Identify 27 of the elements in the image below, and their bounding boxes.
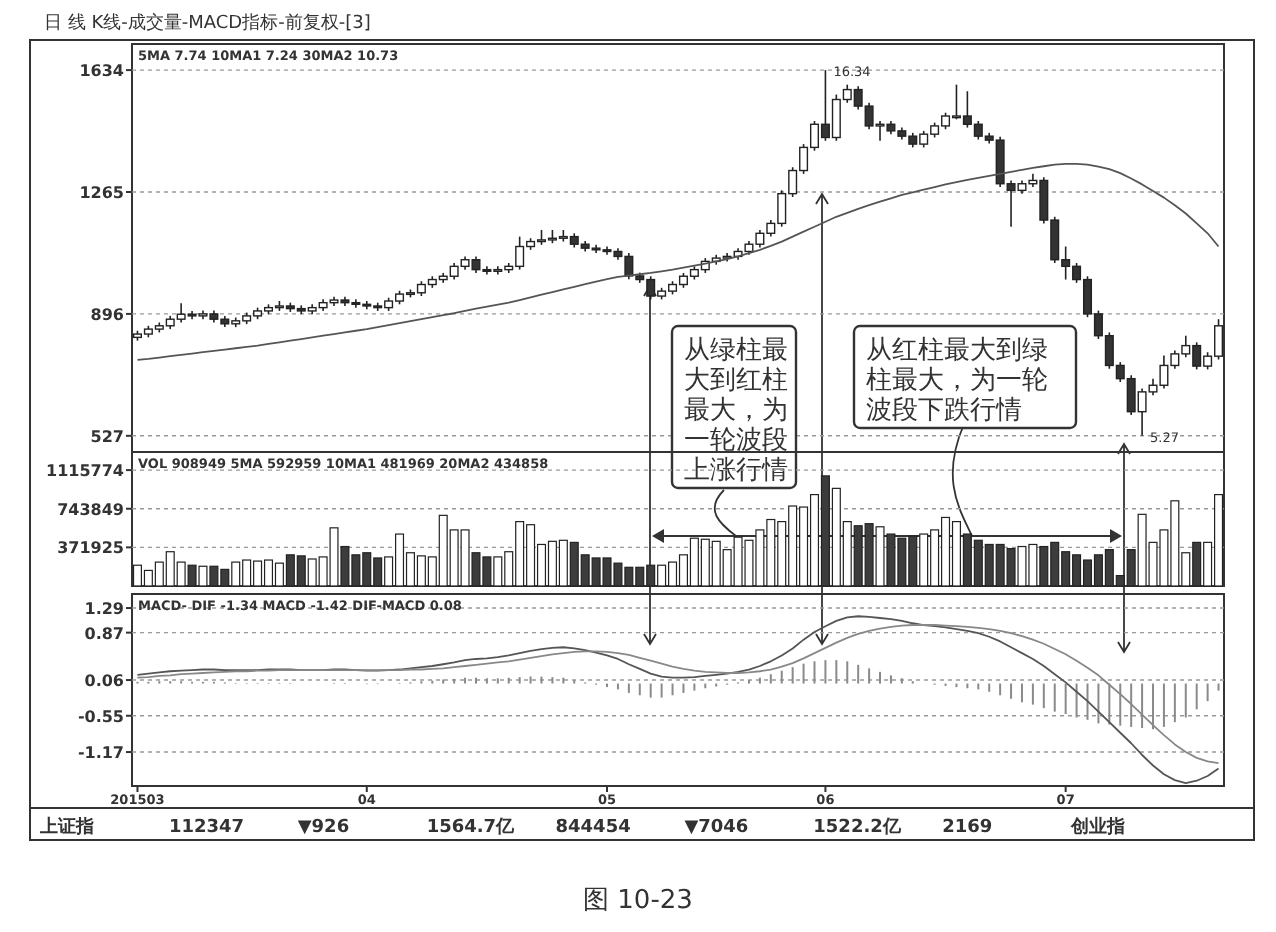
text: 1564.7亿 [426,816,517,838]
text: 上证指 [38,816,94,838]
y-tick-label: -1.17 [77,744,124,763]
text: 2169 [942,818,993,838]
y-tick-label: 896 [90,305,125,324]
y-tick-label: 0.06 [84,672,125,691]
text: ▼926 [297,818,350,838]
line-series [136,163,1220,361]
y-tick-label: 527 [90,427,124,446]
y-tick-label: 1265 [79,184,125,202]
caption: 图 10-23 [583,886,693,916]
annotation: 从绿柱最大到红柱最大，为一轮波段上涨行情 [684,336,788,486]
text: ▼7046 [684,818,749,838]
chart-title: 日 线 K线-成交量-MACD指标-前复权-[3] [44,12,371,34]
text: 1522.2亿 [813,816,903,838]
y-tick-label: 1115774 [46,462,125,481]
y-tick-label: -0.55 [77,707,125,726]
text: 844454 [555,818,631,838]
text: 112347 [168,818,245,838]
y-tick-label: 1.29 [84,600,125,619]
y-tick-label: 1634 [79,62,125,81]
y-tick-label: 0.87 [84,624,124,643]
y-tick-label: 371925 [57,539,125,558]
annotation: 从红柱最大到绿柱最大，为一轮波段下跌行情 [866,336,1048,426]
text: 创业指 [1069,816,1126,838]
y-tick-label: 743849 [57,500,125,519]
line-series [136,624,1220,765]
